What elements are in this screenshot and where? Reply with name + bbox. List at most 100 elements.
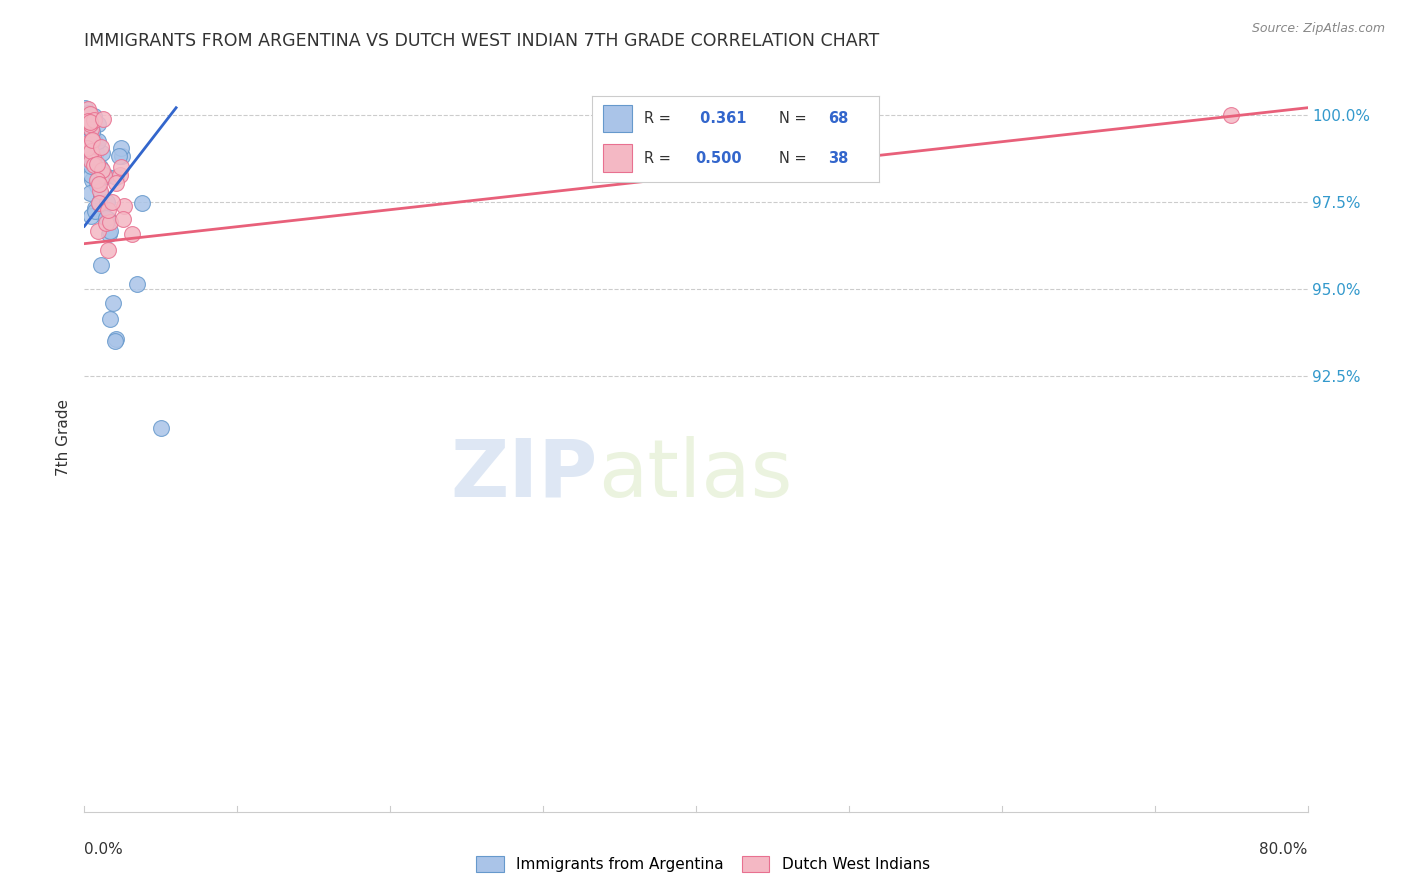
Point xyxy=(90,258,112,272)
Y-axis label: 7th Grade: 7th Grade xyxy=(56,399,72,475)
Point xyxy=(79,107,101,121)
Point xyxy=(97,211,120,226)
Point xyxy=(94,216,117,230)
Point xyxy=(112,198,135,212)
Point xyxy=(77,153,100,167)
Point xyxy=(97,227,120,242)
Point xyxy=(80,168,103,182)
Point xyxy=(90,188,112,202)
Point xyxy=(80,159,103,173)
Text: 0.0%: 0.0% xyxy=(84,842,124,856)
Point xyxy=(101,296,124,310)
Point xyxy=(77,113,100,128)
Point xyxy=(80,125,103,139)
Point xyxy=(110,141,132,155)
Point xyxy=(79,110,101,124)
Point xyxy=(84,137,107,152)
Point xyxy=(82,150,104,164)
Point xyxy=(104,176,127,190)
Point xyxy=(79,128,101,143)
Point xyxy=(93,168,115,182)
Point xyxy=(76,102,98,116)
Point xyxy=(80,135,103,149)
Point xyxy=(76,141,98,155)
Point xyxy=(80,134,103,148)
Point xyxy=(79,112,101,126)
Point xyxy=(79,113,101,128)
Point xyxy=(111,212,134,227)
Point xyxy=(76,118,98,132)
Point xyxy=(87,224,110,238)
Point xyxy=(87,177,110,191)
Point xyxy=(77,142,100,156)
Point xyxy=(121,227,143,241)
Point xyxy=(79,117,101,131)
Point xyxy=(90,145,112,160)
Point xyxy=(79,131,101,145)
Point xyxy=(73,108,96,122)
Point xyxy=(75,128,97,143)
Point xyxy=(87,195,110,210)
Point xyxy=(131,196,153,211)
Point xyxy=(1220,108,1243,122)
Point xyxy=(98,312,121,326)
Point xyxy=(75,139,97,153)
Point xyxy=(80,172,103,186)
Point xyxy=(98,214,121,228)
Point xyxy=(108,149,131,163)
Point xyxy=(97,202,120,217)
Point xyxy=(75,153,97,168)
Point xyxy=(90,162,112,177)
Text: Source: ZipAtlas.com: Source: ZipAtlas.com xyxy=(1251,22,1385,36)
Point xyxy=(83,204,105,219)
Point xyxy=(79,115,101,129)
Point xyxy=(76,128,98,142)
Point xyxy=(83,109,105,123)
Point xyxy=(75,137,97,152)
Point xyxy=(80,122,103,136)
Point xyxy=(84,145,107,159)
Text: 80.0%: 80.0% xyxy=(1260,842,1308,856)
Point xyxy=(73,101,96,115)
Point xyxy=(83,133,105,147)
Point xyxy=(89,184,111,198)
Point xyxy=(80,209,103,223)
Point xyxy=(104,334,127,349)
Point xyxy=(75,139,97,153)
Text: IMMIGRANTS FROM ARGENTINA VS DUTCH WEST INDIAN 7TH GRADE CORRELATION CHART: IMMIGRANTS FROM ARGENTINA VS DUTCH WEST … xyxy=(84,32,880,50)
Point xyxy=(96,194,118,209)
Point xyxy=(76,106,98,120)
Point xyxy=(76,116,98,130)
Point xyxy=(110,160,132,174)
Point xyxy=(77,136,100,151)
Point xyxy=(86,157,108,171)
Point xyxy=(75,128,97,142)
Point xyxy=(77,121,100,136)
Point xyxy=(75,137,97,152)
Point xyxy=(87,195,110,210)
Point xyxy=(149,421,172,435)
Point xyxy=(75,139,97,153)
Point xyxy=(76,141,98,155)
Point xyxy=(91,112,114,127)
Legend: Immigrants from Argentina, Dutch West Indians: Immigrants from Argentina, Dutch West In… xyxy=(468,848,938,880)
Point xyxy=(79,186,101,201)
Point xyxy=(127,277,149,292)
Point xyxy=(101,194,124,209)
Point xyxy=(90,140,112,154)
Point xyxy=(89,160,111,174)
Point xyxy=(83,158,105,172)
Point xyxy=(75,119,97,133)
Point xyxy=(79,121,101,136)
Point xyxy=(75,111,97,125)
Point xyxy=(96,211,118,225)
Point xyxy=(104,333,127,347)
Point xyxy=(94,169,117,184)
Point xyxy=(80,145,103,159)
Point xyxy=(87,117,110,131)
Point xyxy=(77,134,100,148)
Point xyxy=(82,133,104,147)
Text: atlas: atlas xyxy=(598,435,793,514)
Point xyxy=(75,109,97,123)
Point xyxy=(80,153,103,168)
